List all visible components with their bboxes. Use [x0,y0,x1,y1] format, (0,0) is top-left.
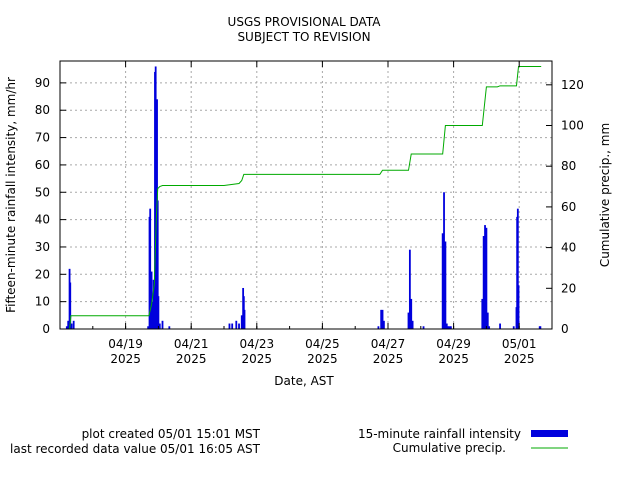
x-tick-label-year: 2025 [110,352,141,366]
y-tick-label: 30 [35,240,50,254]
y2-tick-label: 60 [561,200,576,214]
rainfall-bar [408,249,411,329]
rainfall-bar [486,312,489,329]
rainfall-bars [65,66,542,329]
x-tick-label: 04/19 [108,337,143,351]
chart-title-line-1: USGS PROVISIONAL DATA [228,15,382,29]
grid [60,61,552,329]
rainfall-bar [377,326,380,329]
y-axis-label: Fifteen-minute rainfall intensity, mm/hr [4,77,18,313]
y2-tick-label: 0 [561,322,569,336]
chart-title-line-2: SUBJECT TO REVISION [237,30,370,44]
rainfall-bar [383,320,385,329]
rainfall-bar [158,323,161,329]
x-tick-label: 04/29 [436,337,471,351]
rainfall-bar [410,298,413,329]
y-tick-label: 90 [35,76,50,90]
rainfall-bar [228,323,231,329]
x-tick-label: 04/27 [371,337,406,351]
legend-label-cumulative-precip: Cumulative precip. [393,441,506,455]
rainfall-bar [65,326,68,329]
x-tick-label-year: 2025 [438,352,469,366]
x-tick-label-year: 2025 [373,352,404,366]
rainfall-bar [168,326,171,329]
rainfall-bar [422,326,425,329]
cumulative-line-layer [66,65,542,330]
axis-ticks: 04/19202504/21202504/23202504/25202504/2… [35,61,584,366]
rainfall-bar [156,200,159,329]
x-tick-label: 04/21 [174,337,209,351]
y-tick-label: 20 [35,267,50,281]
x-tick-label-year: 2025 [504,352,535,366]
rainfall-bar [161,320,164,329]
rainfall-bar [147,326,150,329]
y-tick-label: 80 [35,103,50,117]
rainfall-bar [411,320,414,329]
y2-tick-label: 120 [561,78,584,92]
rainfall-bar [444,241,447,329]
y2-tick-label: 40 [561,241,576,255]
y-tick-label: 10 [35,295,50,309]
x-tick-label: 04/25 [305,337,340,351]
rainfall-bar [481,298,484,329]
legend-label-rainfall-intensity: 15-minute rainfall intensity [358,427,521,441]
rainfall-bar [499,323,501,329]
x-axis-label: Date, AST [274,374,334,388]
x-tick-label-year: 2025 [176,352,207,366]
rainfall-bar [488,326,491,329]
rainfall-bar [441,233,444,329]
rainfall-bar [238,323,240,329]
legend-swatch-rainfall-intensity [531,430,568,437]
rainfall-bar [72,320,75,329]
rainfall-bar [516,208,519,329]
y2-axis-label: Cumulative precip., mm [598,123,612,267]
rainfall-bar [70,323,73,329]
footer-last-recorded: last recorded data value 05/01 16:05 AST [10,442,261,456]
x-tick-label: 04/23 [240,337,275,351]
rainfall-bar [447,326,450,329]
rainfall-bar [485,227,488,329]
rainfall-bar [517,285,520,329]
rainfall-bar [445,323,448,329]
y2-tick-label: 20 [561,281,576,295]
rainfall-bar [231,323,234,329]
rainfall-bar [235,320,238,329]
rainfall-bar [539,326,542,329]
legend: 15-minute rainfall intensity Cumulative … [358,427,568,455]
y-tick-label: 40 [35,213,50,227]
rainfall-bar [149,208,152,329]
rainfall-bar [448,326,451,329]
rainfall-bar [240,315,243,329]
footer-plot-created: plot created 05/01 15:01 MST [82,427,261,441]
rainfall-bar [69,282,72,329]
plot-frame [59,60,553,330]
x-tick-label-year: 2025 [307,352,338,366]
rainfall-bar [157,296,160,329]
rainfall-bar [380,309,383,329]
x-tick-label-year: 2025 [242,352,273,366]
y2-tick-label: 80 [561,159,576,173]
rainfall-bar [443,192,445,329]
y-tick-label: 50 [35,185,50,199]
y-tick-label: 70 [35,131,50,145]
rainfall-bar [512,326,515,329]
rainfall-bar [150,271,153,329]
y2-tick-label: 100 [561,119,584,133]
cumulative-precip-line [66,65,542,330]
rainfall-bar [449,326,452,329]
rainfall-bar [482,236,485,329]
rainfall-bar [407,312,410,329]
y-tick-label: 0 [42,322,50,336]
y-tick-label: 60 [35,158,50,172]
rainfall-bar [381,309,384,329]
rainfall-bar [243,309,246,329]
rainfall-bar [484,225,486,329]
x-tick-label: 05/01 [502,337,537,351]
rainfall-bar [67,320,70,329]
